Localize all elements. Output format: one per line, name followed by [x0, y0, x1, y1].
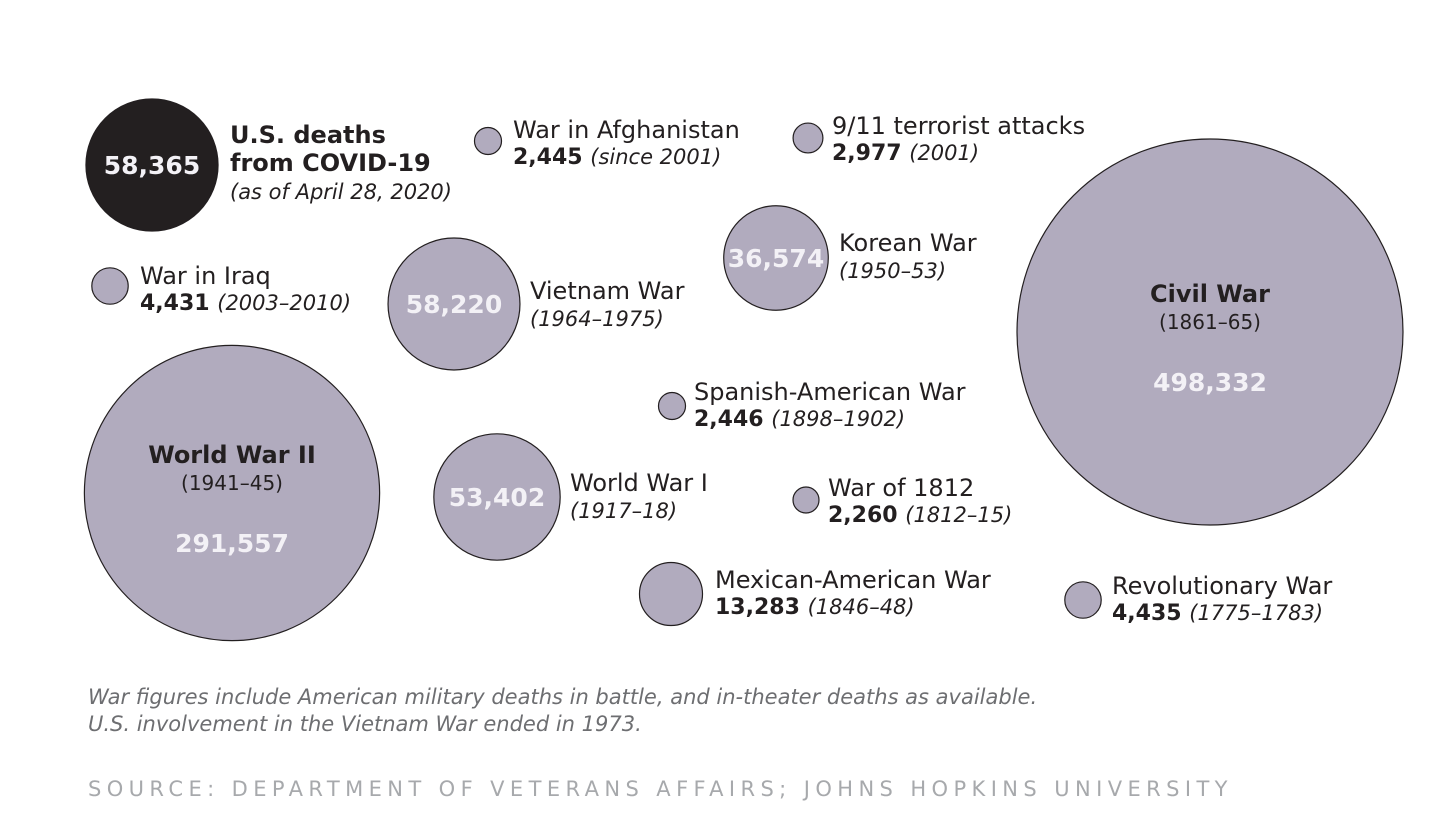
label-name-covid-line2: from COVID-19 [230, 149, 431, 177]
label-period-covid: (as of April 28, 2020) [230, 180, 452, 204]
label-period-ww1: (1917–18) [570, 499, 677, 523]
bubble-korean [723, 205, 829, 311]
label-detail-revolutionary: 4,435 (1775–1783) [1112, 601, 1323, 626]
bubble-ww1 [433, 433, 561, 561]
label-detail-afghanistan: 2,445 (since 2001) [513, 145, 721, 170]
value-label-mexican: 13,283 [715, 595, 808, 620]
value-label-iraq: 4,431 [140, 291, 217, 316]
label-period-afghanistan: (since 2001) [590, 145, 721, 169]
value-label-spanish: 2,446 [694, 407, 771, 432]
label-period-war1812: (1812–15) [905, 503, 1012, 527]
label-period-mexican: (1846–48) [808, 595, 915, 619]
label-detail-war1812: 2,260 (1812–15) [828, 503, 1012, 528]
label-name-covid-line1: U.S. deaths [230, 121, 386, 149]
label-name-mexican: Mexican-American War [715, 566, 991, 594]
bubble-vietnam [387, 237, 521, 371]
bubble-covid [85, 98, 219, 232]
label-detail-mexican: 13,283 (1846–48) [715, 595, 915, 620]
label-name-spanish: Spanish-American War [694, 378, 966, 406]
label-detail-spanish: 2,446 (1898–1902) [694, 407, 905, 432]
label-period-civil: (1861–65) [1159, 310, 1261, 334]
label-name-korean: Korean War [839, 229, 977, 257]
bubble-ww2 [83, 344, 381, 642]
label-name-ww2: World War II [148, 441, 316, 469]
label-name-war1812: War of 1812 [828, 474, 974, 502]
source-credit: SOURCE: DEPARTMENT OF VETERANS AFFAIRS; … [88, 777, 1233, 801]
label-period-revolutionary: (1775–1783) [1189, 601, 1323, 625]
value-label-sept11: 2,977 [832, 141, 909, 166]
label-period-ww2: (1941–45) [181, 471, 283, 495]
bubble-revolutionary [1064, 581, 1102, 619]
bubble-mexican [638, 561, 704, 627]
footnote-line-2: U.S. involvement in the Vietnam War ende… [88, 712, 642, 736]
label-period-vietnam: (1964–1975) [530, 307, 664, 331]
label-name-civil: Civil War [1150, 280, 1270, 308]
label-period-sept11: (2001) [909, 141, 979, 165]
footnote-line-1: War figures include American military de… [88, 685, 1038, 709]
bubble-afghanistan [473, 126, 503, 156]
label-detail-sept11: 2,977 (2001) [832, 141, 979, 166]
label-name-revolutionary: Revolutionary War [1112, 572, 1332, 600]
label-period-spanish: (1898–1902) [771, 407, 905, 431]
label-detail-iraq: 4,431 (2003–2010) [140, 291, 351, 316]
footnote: War figures include American military de… [88, 684, 1037, 738]
label-period-iraq: (2003–2010) [217, 291, 351, 315]
label-name-ww1: World War I [570, 469, 708, 497]
bubble-iraq [91, 267, 129, 305]
value-label-ww1: 53,402 [449, 483, 545, 512]
bubble-spanish [657, 391, 687, 421]
bubble-civil [1016, 138, 1404, 526]
bubble-sept11 [792, 122, 824, 154]
label-name-vietnam: Vietnam War [530, 277, 685, 305]
label-period-korean: (1950–53) [839, 259, 946, 283]
value-label-covid: 58,365 [104, 151, 200, 180]
label-name-afghanistan: War in Afghanistan [513, 116, 740, 144]
value-label-ww2: 291,557 [175, 529, 289, 558]
value-label-revolutionary: 4,435 [1112, 601, 1189, 626]
value-label-afghanistan: 2,445 [513, 145, 590, 170]
label-name-sept11: 9/11 terrorist attacks [832, 112, 1085, 140]
label-name-iraq: War in Iraq [140, 262, 271, 290]
bubble-war1812 [792, 486, 820, 514]
value-label-civil: 498,332 [1153, 368, 1267, 397]
value-label-vietnam: 58,220 [406, 290, 502, 319]
value-label-war1812: 2,260 [828, 503, 905, 528]
value-label-korean: 36,574 [728, 244, 824, 273]
